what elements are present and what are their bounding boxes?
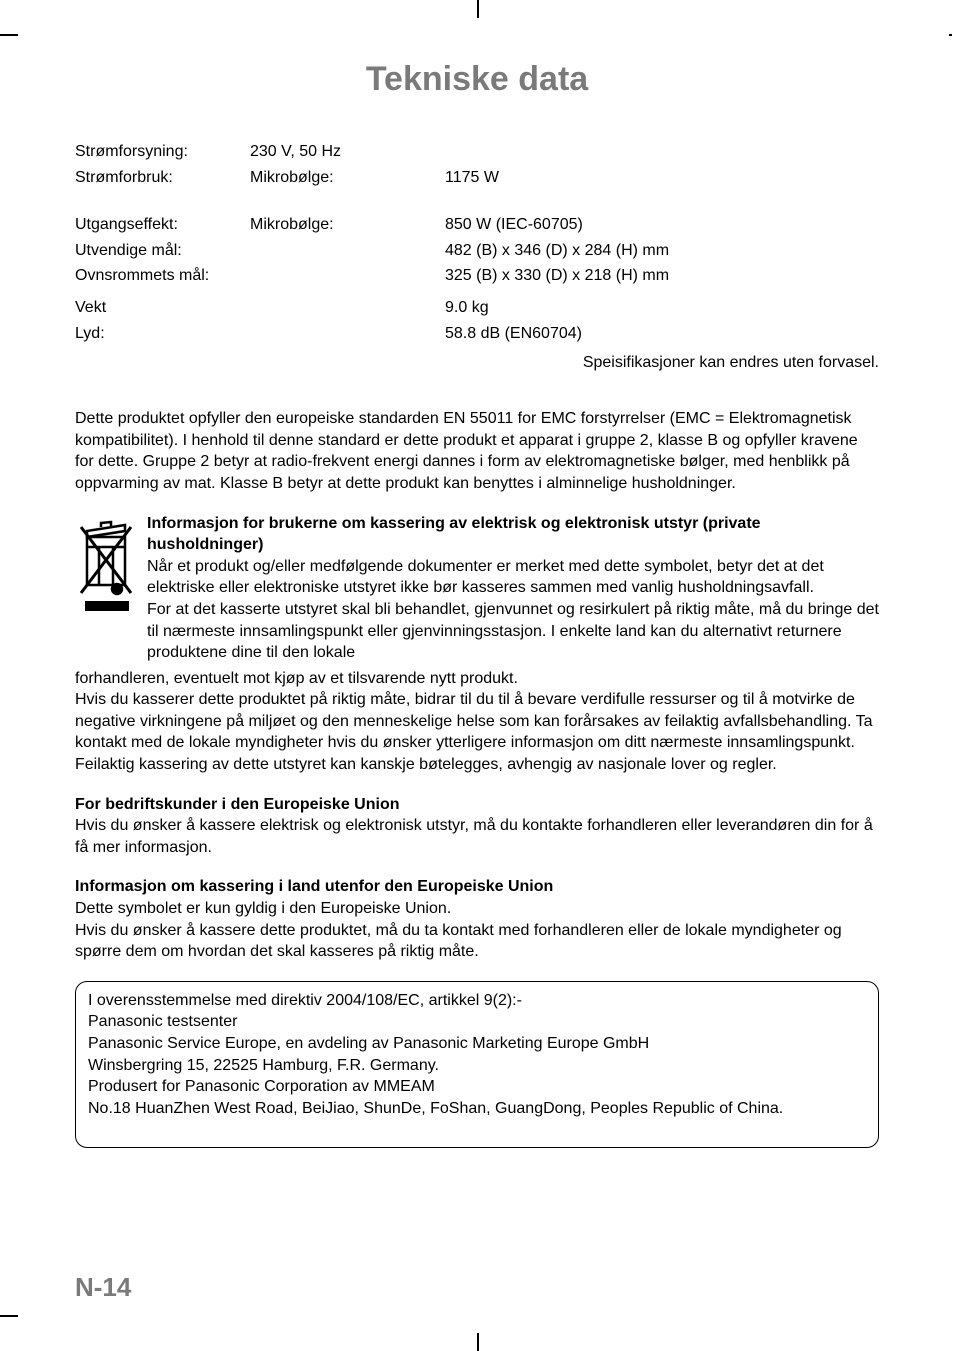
business-heading: For bedriftskunder i den Europeiske Unio… (75, 794, 879, 816)
weee-bin-icon (75, 513, 139, 664)
spec-value: 482 (B) x 346 (D) x 284 (H) mm (445, 238, 879, 264)
weee-section: Informasjon for brukerne om kassering av… (75, 513, 879, 664)
spec-row: Lyd: 58.8 dB (EN60704) (75, 321, 879, 347)
crop-mark (0, 34, 18, 36)
spec-label: Utgangseffekt: (75, 212, 250, 238)
spec-sub (250, 295, 445, 321)
spec-row: Utgangseffekt: Mikrobølge: 850 W (IEC-60… (75, 212, 879, 238)
compliance-line: I overensstemmelse med direktiv 2004/108… (88, 990, 866, 1012)
spec-sub: Mikrobølge: (250, 212, 445, 238)
page-number: N-14 (75, 1272, 131, 1303)
weee-heading: Informasjon for brukerne om kassering av… (147, 515, 761, 554)
compliance-line: No.18 HuanZhen West Road, BeiJiao, ShunD… (88, 1098, 866, 1120)
weee-p1: Når et produkt og/eller medfølgende doku… (147, 558, 824, 597)
outside-eu-text1: Dette symbolet er kun gyldig i den Europ… (75, 898, 879, 920)
emc-paragraph: Dette produktet opfyller den europeiske … (75, 408, 879, 494)
weee-p2b: forhandleren, eventuelt mot kjøp av et t… (75, 670, 518, 687)
compliance-line: Panasonic Service Europe, en avdeling av… (88, 1033, 866, 1055)
outside-eu-section: Informasjon om kassering i land utenfor … (75, 876, 879, 962)
compliance-line: Panasonic testsenter (88, 1011, 866, 1033)
page-title: Tekniske data (75, 60, 879, 99)
spec-label: Strømforbruk: (75, 165, 250, 191)
spec-sub (250, 321, 445, 347)
crop-mark (477, 1333, 479, 1351)
spec-value: 58.8 dB (EN60704) (445, 321, 879, 347)
business-text: Hvis du ønsker å kassere elektrisk og el… (75, 815, 879, 858)
weee-p3: Hvis du kasserer dette produktet på rikt… (75, 691, 873, 751)
business-section: For bedriftskunder i den Europeiske Unio… (75, 794, 879, 859)
weee-text: Informasjon for brukerne om kassering av… (147, 513, 879, 664)
spec-row: Strømforsyning: 230 V, 50 Hz (75, 139, 879, 165)
spec-value: 850 W (IEC-60705) (445, 212, 879, 238)
spec-value: 325 (B) x 330 (D) x 218 (H) mm (445, 263, 879, 289)
crop-mark (0, 1315, 18, 1317)
outside-eu-text2: Hvis du ønsker å kassere dette produktet… (75, 920, 879, 963)
compliance-line: Winsbergring 15, 22525 Hamburg, F.R. Ger… (88, 1055, 866, 1077)
weee-p2: For at det kasserte utstyret skal bli be… (147, 601, 879, 661)
spec-sub: Mikrobølge: (250, 165, 445, 191)
spec-label: Vekt (75, 295, 250, 321)
spec-sub (250, 238, 445, 264)
weee-continuation: forhandleren, eventuelt mot kjøp av et t… (75, 668, 879, 776)
spec-value: 9.0 kg (445, 295, 879, 321)
spec-label: Lyd: (75, 321, 250, 347)
spec-table: Strømforsyning: 230 V, 50 Hz Strømforbru… (75, 139, 879, 346)
spec-row: Utvendige mål: 482 (B) x 346 (D) x 284 (… (75, 238, 879, 264)
spec-label: Strømforsyning: (75, 139, 250, 165)
spec-row: Ovnsrommets mål: 325 (B) x 330 (D) x 218… (75, 263, 879, 289)
spec-label: Ovnsrommets mål: (75, 263, 250, 289)
compliance-line: Produsert for Panasonic Corporation av M… (88, 1076, 866, 1098)
spec-value (445, 139, 879, 165)
weee-p4: Feilaktig kassering av dette utstyret ka… (75, 756, 777, 773)
spec-value: 1175 W (445, 165, 879, 191)
spec-row: Vekt 9.0 kg (75, 295, 879, 321)
compliance-box: I overensstemmelse med direktiv 2004/108… (75, 981, 879, 1149)
spec-sub (250, 263, 445, 289)
spec-label: Utvendige mål: (75, 238, 250, 264)
spec-row: Strømforbruk: Mikrobølge: 1175 W (75, 165, 879, 191)
spec-sub: 230 V, 50 Hz (250, 139, 445, 165)
crop-mark (477, 0, 479, 18)
spec-change-note: Speisifikasjoner kan endres uten forvase… (75, 354, 879, 372)
outside-eu-heading: Informasjon om kassering i land utenfor … (75, 876, 879, 898)
crop-mark (949, 34, 952, 36)
